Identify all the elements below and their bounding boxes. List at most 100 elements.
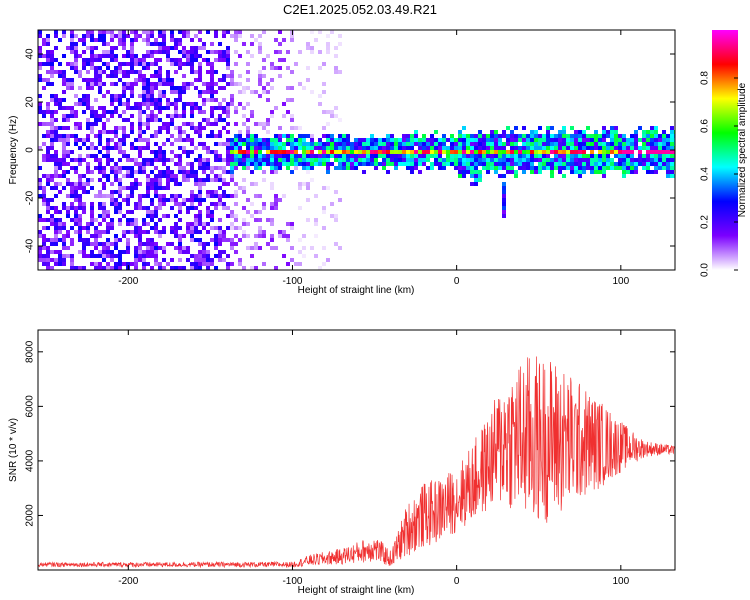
- spectrogram-cell: [170, 258, 174, 262]
- spectrogram-cell: [142, 138, 146, 142]
- spectrogram-cell: [178, 206, 182, 210]
- spectrogram-cell: [594, 130, 598, 134]
- spectrogram-cell: [534, 130, 538, 134]
- spectrogram-cell: [302, 162, 306, 166]
- spectrogram-cell: [510, 138, 514, 142]
- spectrogram-cell: [98, 170, 102, 174]
- spectrogram-cell: [618, 142, 622, 146]
- spectrogram-cell: [154, 118, 158, 122]
- spectrogram-cell: [370, 138, 374, 142]
- spectrogram-cell: [74, 70, 78, 74]
- spectrogram-cell: [262, 158, 266, 162]
- snr-ytick-label: 8000: [25, 340, 36, 363]
- spectrogram-cell: [266, 154, 270, 158]
- spectrogram-cell: [274, 166, 278, 170]
- spectrogram-cell: [390, 146, 394, 150]
- spectrogram-cell: [230, 178, 234, 182]
- spectrogram-cell: [38, 66, 42, 70]
- spectrogram-cell: [378, 162, 382, 166]
- spectrogram-cell: [106, 90, 110, 94]
- spectrogram-cell: [366, 150, 370, 154]
- spectrogram-cell: [198, 258, 202, 262]
- spectrogram-cell: [538, 138, 542, 142]
- spectrogram-cell: [346, 142, 350, 146]
- spectrogram-cell: [450, 150, 454, 154]
- spectrogram-cell: [114, 74, 118, 78]
- spectrogram-cell: [114, 166, 118, 170]
- spectrogram-cell: [230, 150, 234, 154]
- spectrogram-cell: [190, 66, 194, 70]
- spectrogram-cell: [354, 162, 358, 166]
- spectrogram-cell: [174, 42, 178, 46]
- spectrogram-cell: [138, 114, 142, 118]
- spectrogram-cell: [62, 98, 66, 102]
- spectrogram-cell: [334, 114, 338, 118]
- spectrogram-cell: [546, 162, 550, 166]
- spectrogram-cell: [90, 210, 94, 214]
- spectrogram-cell: [154, 134, 158, 138]
- spectrogram-cell: [166, 78, 170, 82]
- spectrogram-cell: [54, 154, 58, 158]
- spectrogram-cell: [650, 130, 654, 134]
- spectrogram-cell: [238, 142, 242, 146]
- spectrogram-cell: [590, 166, 594, 170]
- spectrogram-cell: [102, 42, 106, 46]
- spectrogram-cell: [574, 142, 578, 146]
- spectrogram-cell: [322, 246, 326, 250]
- spectrogram-cell: [230, 174, 234, 178]
- spectrogram-cell: [38, 250, 42, 254]
- spectrogram-cell: [54, 58, 58, 62]
- spectrogram-cell: [342, 154, 346, 158]
- spectrogram-cell: [198, 46, 202, 50]
- spectrogram-cell: [286, 166, 290, 170]
- spectrogram-cell: [270, 150, 274, 154]
- spectrogram-cell: [286, 110, 290, 114]
- spectrogram-cell: [374, 150, 378, 154]
- spectrogram-cell: [314, 154, 318, 158]
- spectrogram-cell: [106, 62, 110, 66]
- spectrogram-cell: [410, 142, 414, 146]
- spectrogram-cell: [194, 158, 198, 162]
- spectrogram-cell: [446, 162, 450, 166]
- spectrogram-cell: [502, 206, 506, 210]
- spectrogram-cell: [114, 174, 118, 178]
- spectrogram-cell: [494, 154, 498, 158]
- spectrogram-cell: [490, 130, 494, 134]
- spectrogram-cell: [590, 158, 594, 162]
- spectrogram-cell: [334, 146, 338, 150]
- spectrogram-cell: [118, 250, 122, 254]
- spectrogram-cell: [618, 150, 622, 154]
- spectrogram-cell: [218, 42, 222, 46]
- spectrogram-cell: [618, 158, 622, 162]
- spectrogram-cell: [122, 214, 126, 218]
- spectrogram-cell: [102, 202, 106, 206]
- spectrogram-cell: [238, 34, 242, 38]
- spectrogram-cell: [298, 262, 302, 266]
- spectrogram-cell: [90, 222, 94, 226]
- spectrogram-cell: [258, 70, 262, 74]
- spectrogram-cell: [494, 146, 498, 150]
- spectrogram-cell: [90, 254, 94, 258]
- spectrogram-cell: [286, 158, 290, 162]
- spectrogram-cell: [54, 94, 58, 98]
- spectrogram-cell: [482, 142, 486, 146]
- spectrogram-cell: [234, 150, 238, 154]
- spectrogram-cell: [654, 134, 658, 138]
- spectrogram-cell: [98, 58, 102, 62]
- spectrogram-cell: [442, 138, 446, 142]
- spectrogram-cell: [650, 150, 654, 154]
- spectrogram-cell: [478, 154, 482, 158]
- spectrogram-cell: [494, 150, 498, 154]
- spectrogram-cell: [190, 126, 194, 130]
- spectrogram-cell: [58, 262, 62, 266]
- spectrogram-cell: [182, 90, 186, 94]
- spectrogram-cell: [82, 34, 86, 38]
- spectrogram-cell: [350, 162, 354, 166]
- spectrogram-cell: [186, 174, 190, 178]
- spectrogram-cell: [66, 142, 70, 146]
- spectrogram-cell: [562, 146, 566, 150]
- spectrogram-cell: [158, 42, 162, 46]
- spectrogram-cell: [106, 266, 110, 270]
- spectrogram-cell: [510, 166, 514, 170]
- spectrogram-cell: [154, 50, 158, 54]
